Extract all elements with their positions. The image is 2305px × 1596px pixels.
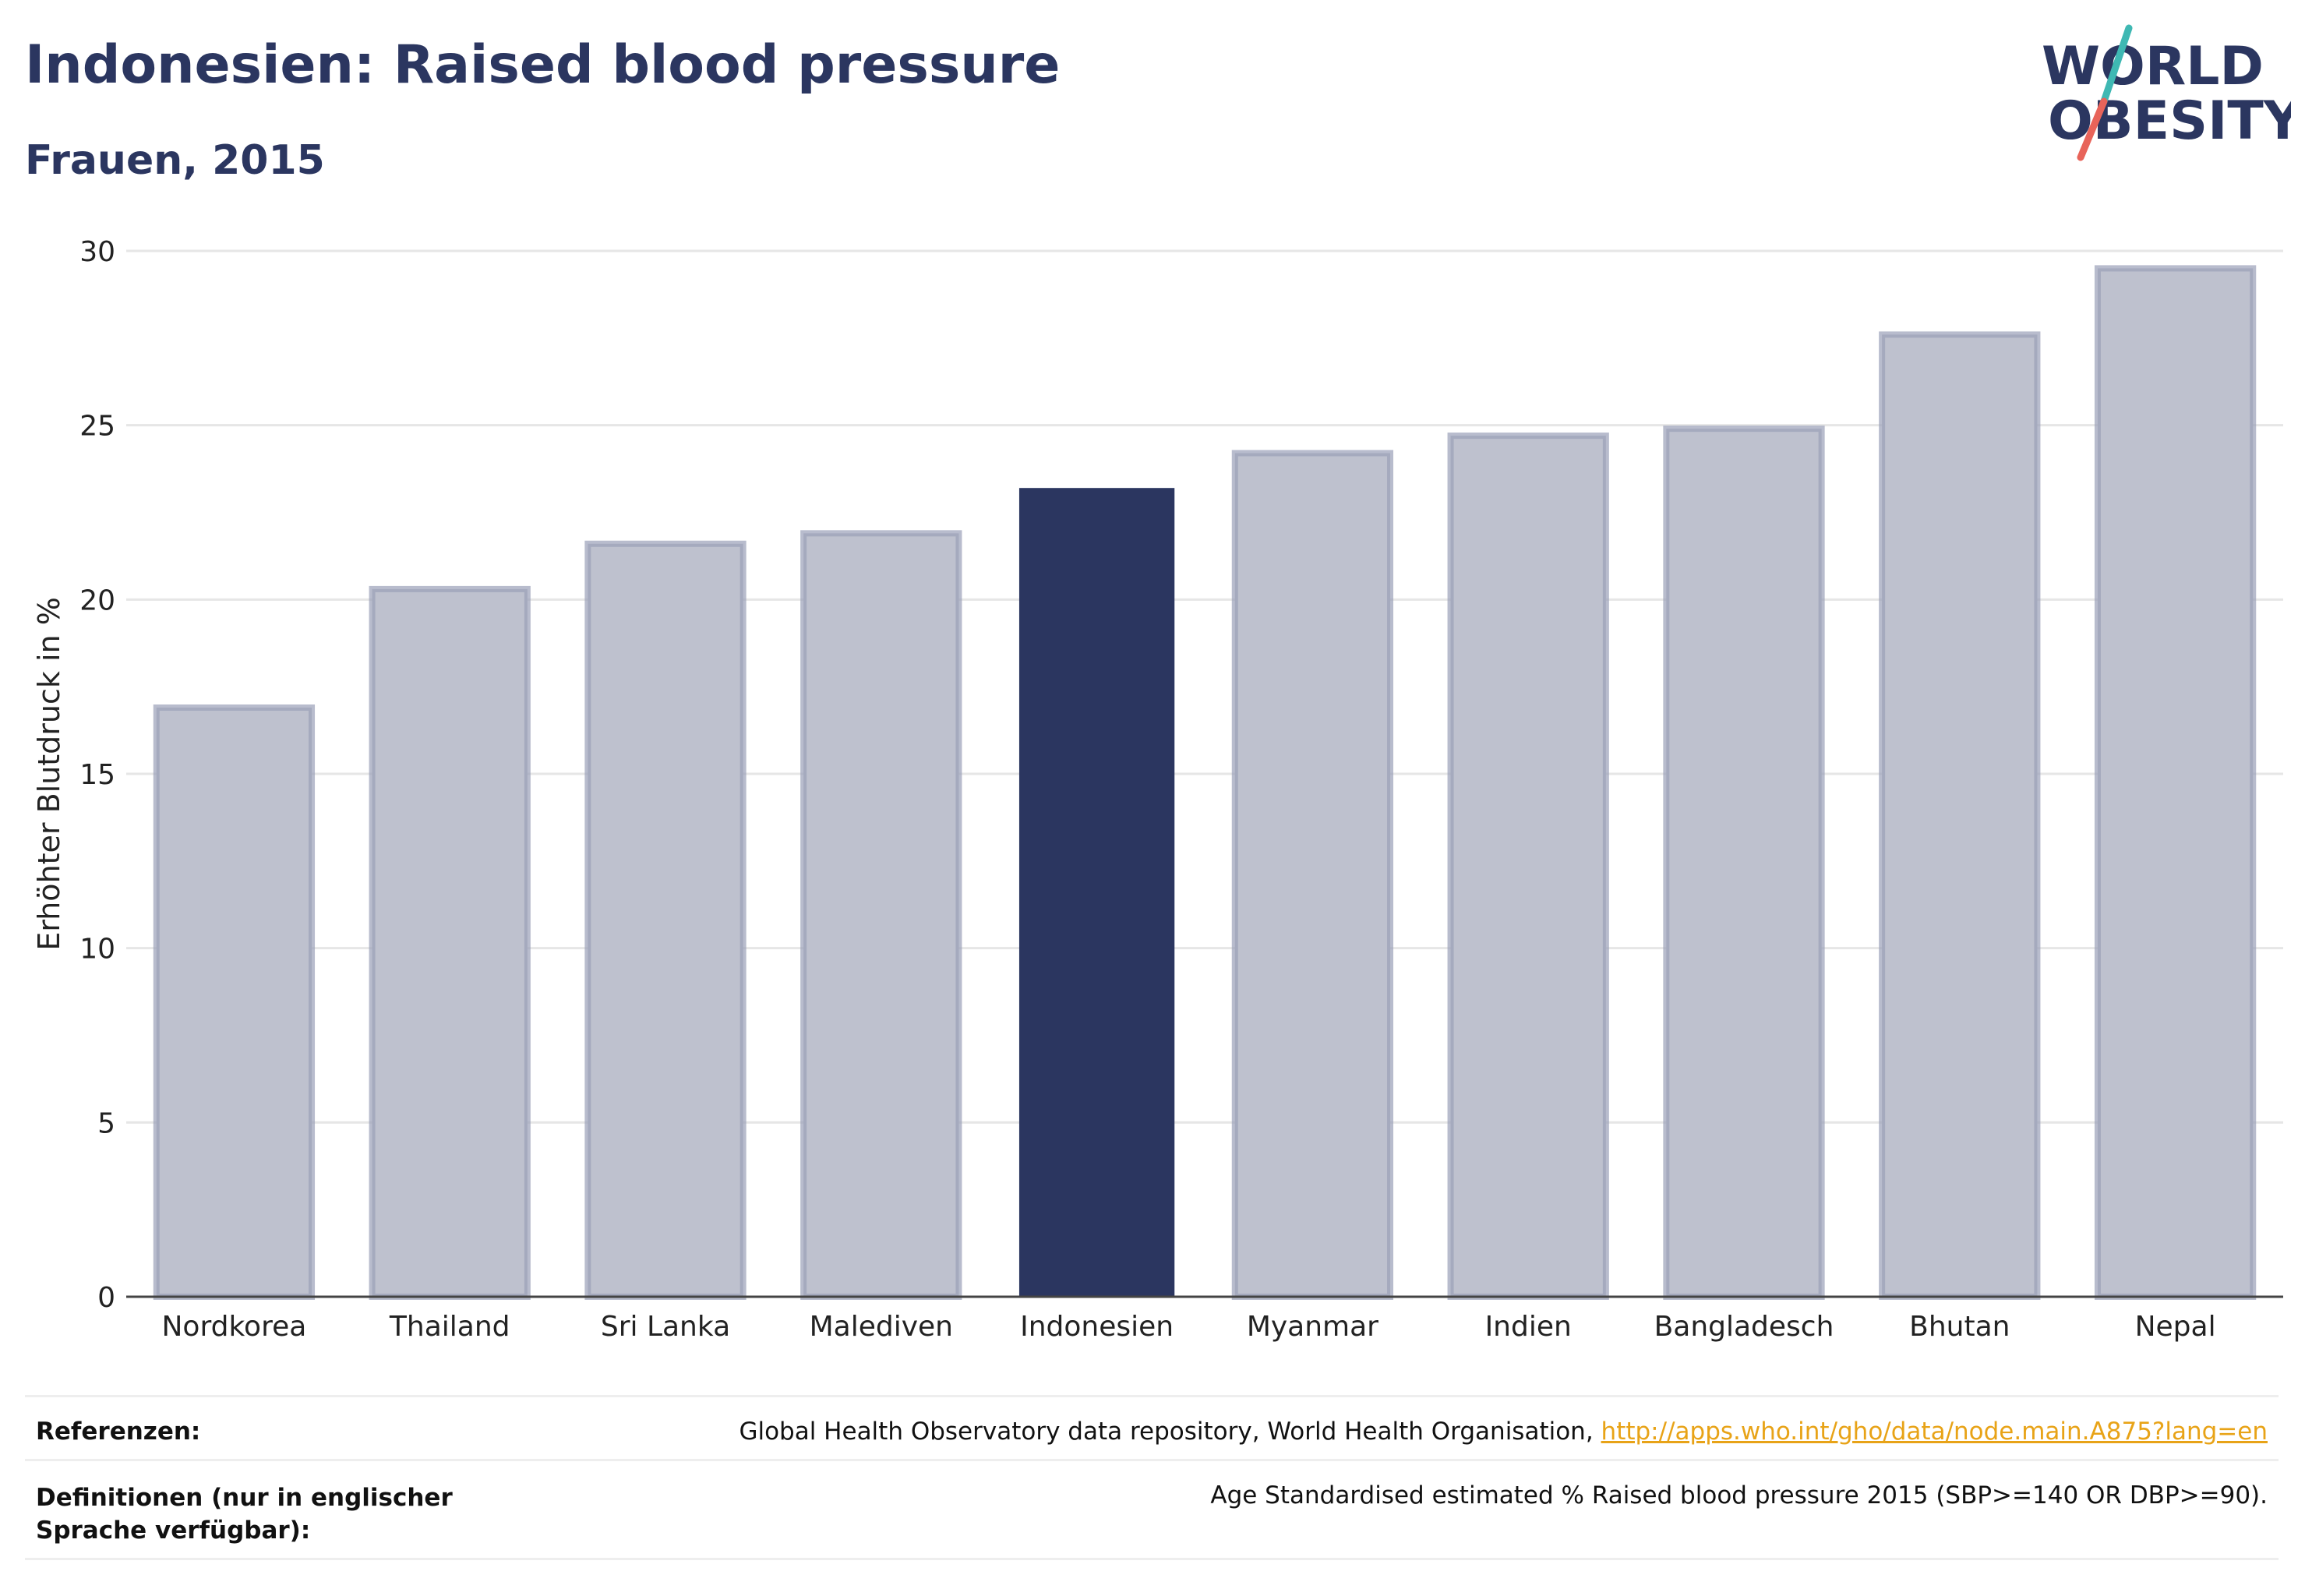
bar-bangladesch[interactable] [1663,425,1825,1300]
bar-malediven[interactable] [800,530,962,1300]
y-axis-ticks: 0 5 10 15 20 25 30 [79,236,115,1314]
definitions-label: Definitionen (nur in englischer Sprache … [36,1484,453,1545]
bar-sri-lanka[interactable] [584,540,747,1300]
bar-thailand[interactable] [369,585,531,1300]
y-tick-label: 25 [79,411,115,443]
x-tick-label: Nordkorea [162,1311,307,1343]
y-tick-label: 30 [79,236,115,268]
x-tick-label: Bangladesch [1654,1311,1834,1343]
y-tick-label: 10 [79,934,115,966]
y-tick-label: 0 [97,1282,115,1314]
x-tick-label: Sri Lanka [601,1311,730,1343]
bar-myanmar[interactable] [1231,450,1394,1300]
world-obesity-logo: WORLD OBESITY [2042,24,2291,161]
logo-slash-top [2100,24,2133,105]
references-text: Global Health Observatory data repositor… [739,1418,1601,1446]
y-tick-label: 20 [79,584,115,616]
x-tick-label: Thailand [389,1311,510,1343]
footer-definitions-row: Definitionen (nur in englischer Sprache … [25,1459,2279,1560]
x-axis-ticks: Nordkorea Thailand Sri Lanka Malediven Indon… [162,1311,2216,1343]
definitions-value: Age Standardised estimated % Raised bloo… [1210,1481,2268,1509]
bar-indonesien[interactable] [1018,488,1175,1297]
chart-title: Indonesien: Raised blood pressure [25,34,1061,96]
x-tick-label: Myanmar [1247,1311,1378,1343]
logo-slash-bottom [2077,97,2108,161]
y-tick-label: 5 [97,1107,115,1139]
bars [153,265,2257,1300]
references-label: Referenzen: [36,1418,201,1446]
bar-indien[interactable] [1447,433,1609,1300]
references-value: Global Health Observatory data repositor… [739,1418,2268,1446]
y-axis-title: Erhöhter Blutdruck in % [32,597,66,951]
bar-bhutan[interactable] [1879,331,2041,1300]
x-tick-label: Indien [1485,1311,1572,1343]
x-tick-label: Malediven [810,1311,953,1343]
bar-nordkorea[interactable] [153,704,316,1300]
footer-references-row: Referenzen: Global Health Observatory da… [25,1395,2279,1461]
y-tick-label: 15 [79,759,115,791]
logo-line-world: WORLD [2042,36,2264,97]
x-tick-label: Indonesien [1020,1311,1174,1343]
chart-subtitle: Frauen, 2015 [25,137,325,184]
x-tick-label: Nepal [2135,1311,2216,1343]
references-link[interactable]: http://apps.who.int/gho/data/node.main.A… [1601,1418,2268,1446]
bar-nepal[interactable] [2094,265,2257,1300]
bar-chart: 0 5 10 15 20 25 30 Nordkorea Thailand Sri Lanka M… [32,236,2283,1343]
x-tick-label: Bhutan [1909,1311,2010,1343]
